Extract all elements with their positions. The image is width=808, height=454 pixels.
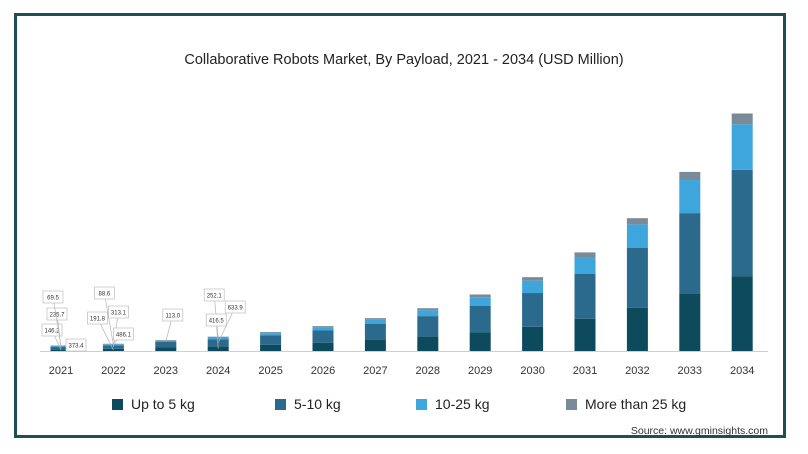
data-label-box: [113, 327, 134, 341]
bar-segment: [312, 327, 334, 331]
bar-segment: [626, 248, 648, 308]
bar-segment: [312, 326, 334, 328]
legend-item-more-than-25-kg: More than 25 kg: [566, 396, 686, 412]
legend-label: Up to 5 kg: [131, 396, 195, 412]
x-tick-label: 2029: [468, 365, 492, 377]
x-tick-label: 2034: [730, 365, 754, 377]
legend-swatch: [566, 398, 577, 410]
bar-segment: [469, 297, 491, 306]
data-label: 235.7: [49, 313, 65, 319]
bar-segment: [155, 342, 177, 348]
bar-segment: [364, 319, 386, 324]
source-note: Source: www.gminsights.com: [630, 425, 768, 437]
data-label-box: [87, 311, 108, 325]
legend-label: More than 25 kg: [585, 396, 687, 412]
bar-segment: [417, 316, 439, 337]
data-label: 633.9: [228, 306, 244, 312]
bar-segment: [679, 171, 701, 181]
legend-item-up-to-5-kg: Up to 5 kg: [112, 396, 195, 412]
data-label-leader: [104, 292, 114, 345]
bar-segment: [731, 124, 753, 170]
bar-segment: [574, 257, 596, 274]
data-label-box: [224, 300, 246, 314]
bar-segment: [469, 332, 491, 351]
data-label: 373.4: [68, 344, 84, 350]
bar-segment: [260, 333, 282, 336]
bar-segment: [469, 305, 491, 333]
bar-segment: [522, 277, 544, 281]
data-label: 191.8: [90, 317, 106, 323]
bar-segment: [522, 326, 544, 351]
legend-label: 5-10 kg: [294, 396, 341, 412]
x-tick-label: 2023: [154, 365, 178, 377]
bar-segment: [260, 332, 282, 334]
bar-segment: [312, 342, 334, 351]
bar-segment: [522, 280, 544, 294]
chart-legend: Up to 5 kg 5-10 kg 10-25 kg More than 25…: [0, 396, 808, 416]
x-tick-label: 2021: [49, 365, 73, 377]
bar-segment: [574, 252, 596, 258]
legend-item-10-25-kg: 10-25 kg: [416, 396, 489, 412]
data-label-box: [65, 338, 87, 352]
bar-segment: [469, 294, 491, 298]
bar-segment: [679, 293, 701, 351]
bar-segment: [626, 307, 648, 351]
x-tick-label: 2028: [416, 365, 440, 377]
x-tick-label: 2032: [625, 365, 649, 377]
bar-segment: [574, 273, 596, 319]
data-label: 313.1: [111, 311, 127, 317]
data-label-box: [162, 308, 184, 322]
data-label-box: [94, 286, 115, 300]
bar-segment: [626, 224, 648, 249]
data-label: 416.5: [209, 319, 225, 325]
x-tick-label: 2025: [258, 365, 282, 377]
bar-segment: [155, 347, 177, 351]
bar-segment: [364, 318, 386, 320]
chart-frame: [14, 13, 786, 438]
x-tick-label: 2027: [363, 365, 387, 377]
legend-swatch: [275, 398, 286, 410]
data-label-box: [42, 290, 64, 304]
bar-segment: [312, 330, 334, 343]
x-tick-label: 2024: [206, 365, 230, 377]
bar-segment: [364, 339, 386, 351]
bar-segment: [626, 218, 648, 225]
data-label-box: [41, 323, 63, 337]
data-label: 252.1: [207, 294, 223, 300]
bar-segment: [364, 323, 386, 340]
x-tick-label: 2030: [520, 365, 544, 377]
data-label-box: [205, 313, 227, 327]
legend-swatch: [416, 398, 427, 410]
bar-segment: [417, 336, 439, 351]
data-label: 113.0: [166, 314, 181, 320]
bar-segment: [260, 335, 282, 345]
x-tick-label: 2026: [311, 365, 335, 377]
chart-title: Collaborative Robots Market, By Payload,…: [184, 52, 624, 68]
data-label: 69.5: [47, 296, 59, 302]
data-label: 88.6: [99, 292, 111, 298]
data-label: 146.2: [44, 329, 60, 335]
bar-segment: [522, 293, 544, 327]
bar-segment: [260, 344, 282, 351]
legend-item-5-10-kg: 5-10 kg: [275, 396, 341, 412]
bar-segment: [574, 318, 596, 351]
bar-segment: [679, 213, 701, 294]
x-tick-label: 2033: [678, 365, 702, 377]
data-label-box: [203, 288, 225, 302]
bar-segment: [417, 308, 439, 311]
bar-segment: [731, 276, 753, 351]
x-tick-label: 2022: [101, 365, 125, 377]
x-tick-label: 2031: [573, 365, 597, 377]
bar-segment: [679, 180, 701, 214]
bar-segment: [731, 169, 753, 277]
data-label-box: [108, 305, 129, 319]
legend-label: 10-25 kg: [435, 396, 490, 412]
data-label-leader: [52, 296, 62, 347]
data-label: 486.1: [116, 333, 132, 339]
bar-segment: [417, 310, 439, 317]
legend-swatch: [112, 398, 123, 410]
bar-segment: [731, 113, 753, 125]
